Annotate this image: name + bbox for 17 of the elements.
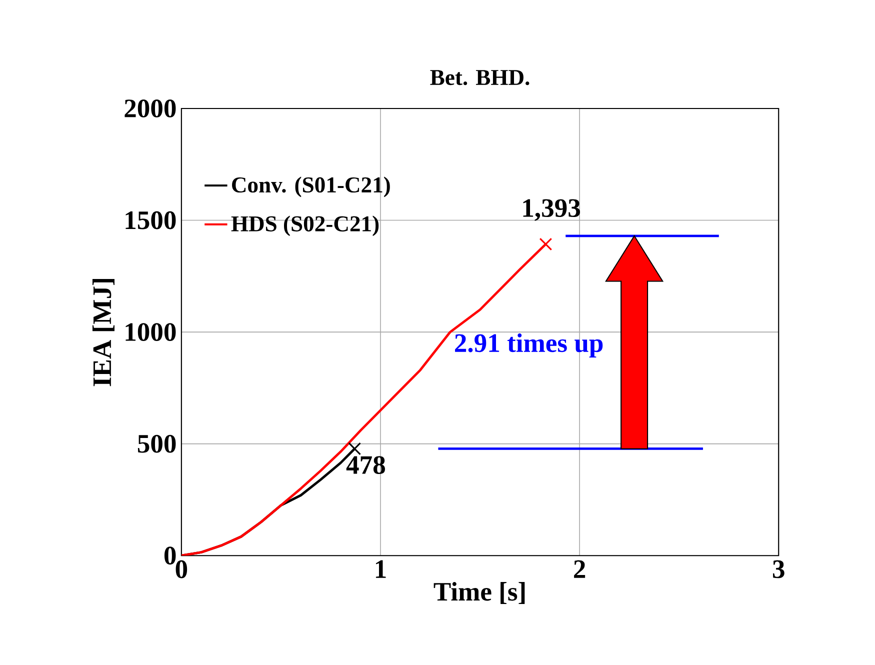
y-tick-label: 1500 (126, 211, 176, 230)
y-tick-label: 2000 (124, 99, 176, 118)
annotation: 478 (346, 456, 385, 474)
annotation: 2.91 times up (455, 333, 603, 358)
legend-label: Conv. (S01-C21) (232, 176, 390, 198)
x-tick-label: 0 (176, 560, 188, 578)
x-axis-title: Time [s] (434, 582, 525, 604)
x-tick-label: 2 (574, 560, 586, 578)
y-tick-label: 500 (138, 434, 176, 453)
y-axis-title: IEA [MJ] (92, 278, 114, 386)
y-tick-label: 0 (164, 546, 176, 564)
x-tick-label: 1 (376, 560, 386, 578)
y-tick-label: 1000 (126, 322, 176, 341)
chart-title: Bet. BHD. (430, 70, 530, 86)
legend-label: HDS (S02-C21) (231, 215, 379, 236)
annotation: 1,393 (523, 199, 580, 221)
x-tick-label: 3 (772, 560, 784, 578)
